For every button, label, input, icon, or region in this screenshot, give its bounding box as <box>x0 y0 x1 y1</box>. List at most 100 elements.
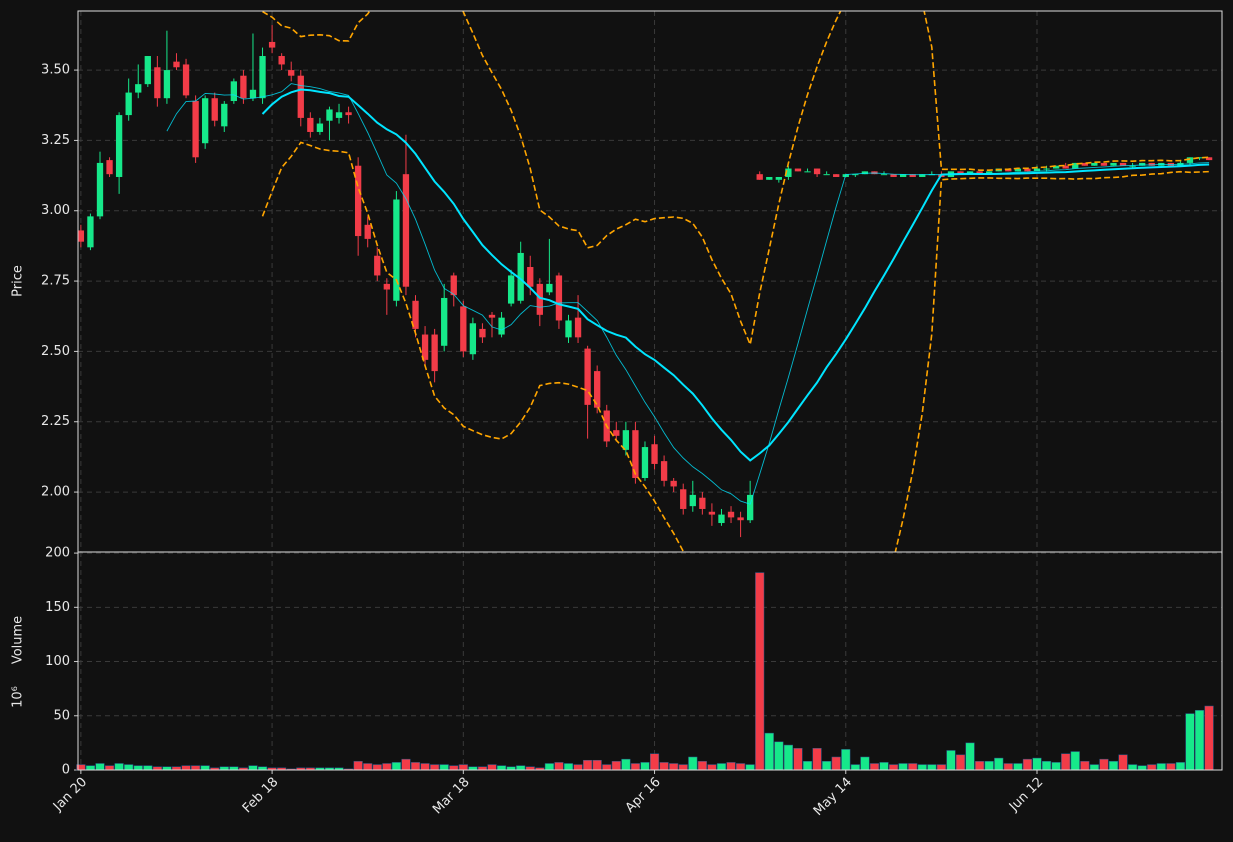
volume-bar <box>1147 764 1157 771</box>
candle-body <box>651 444 658 464</box>
y-tick-label: 150 <box>45 600 70 615</box>
candle-body <box>1033 168 1041 172</box>
bollinger-lower <box>261 141 1210 552</box>
candle-body <box>746 494 754 521</box>
candle-body <box>574 317 582 338</box>
volume-bar <box>850 764 860 771</box>
volume-bar <box>200 765 210 771</box>
volume-bar <box>181 765 191 771</box>
volume-bar <box>1118 754 1128 771</box>
volume-bar <box>487 764 497 771</box>
volume-bar <box>602 764 612 771</box>
y-tick-label: 50 <box>53 708 70 723</box>
candles <box>78 11 1213 552</box>
candle-body <box>986 171 993 175</box>
candle-body <box>880 174 888 176</box>
volume-bar <box>353 761 363 771</box>
volume-bar <box>927 764 937 771</box>
volume-bar <box>898 763 908 771</box>
candle-body <box>297 75 304 118</box>
candle-body <box>115 115 123 177</box>
volume-bar <box>1032 757 1042 771</box>
candle-body <box>125 92 132 116</box>
candle-body <box>1139 162 1146 166</box>
bollinger-upper <box>262 11 1210 348</box>
volume-bar <box>248 765 258 771</box>
volume-bar <box>1194 710 1205 771</box>
volume-bar <box>649 753 660 771</box>
volume-bar <box>382 763 392 771</box>
candle-body <box>1119 162 1127 166</box>
volume-bar <box>401 758 411 771</box>
y-tick-label: 2.50 <box>41 344 70 359</box>
volume-bar <box>1061 753 1071 771</box>
candle-body <box>1014 168 1022 172</box>
y-tick-label: 0 <box>62 763 70 778</box>
y-tick-label: 2.00 <box>41 485 70 500</box>
candle-body <box>288 70 295 76</box>
candle-body <box>1129 165 1136 167</box>
candle-body <box>202 98 209 144</box>
volume-bar <box>439 764 449 771</box>
candle-body <box>354 165 362 237</box>
candle-body <box>469 323 477 355</box>
candle-body <box>1043 168 1050 170</box>
volume-bar <box>812 748 822 771</box>
volume-panel-frame <box>77 551 1223 771</box>
candle-body <box>450 275 457 296</box>
volume-bar <box>191 765 201 771</box>
candle-body <box>680 489 687 509</box>
volume-bar <box>802 761 813 771</box>
candle-body <box>966 171 974 175</box>
volume-bar <box>458 764 468 771</box>
volume-bar <box>955 754 966 771</box>
volume-bar <box>1185 713 1195 771</box>
candle-body <box>240 75 247 99</box>
volume-bar <box>133 765 143 771</box>
candle-body <box>268 41 276 48</box>
candle-body <box>1081 162 1088 166</box>
volume-bar <box>869 763 880 771</box>
candle-body <box>737 517 744 521</box>
candle-body <box>135 84 142 93</box>
volume-bar <box>936 764 946 771</box>
candle-body <box>383 283 390 290</box>
candle-body <box>833 174 840 177</box>
candle-body <box>1091 162 1098 166</box>
candle-body <box>326 109 333 121</box>
volume-axis-label: Volume <box>11 616 26 664</box>
volume-bar <box>1051 762 1061 771</box>
candle-body <box>727 511 735 518</box>
volume-bar <box>1137 765 1147 771</box>
volume-bar <box>630 763 640 771</box>
volume-bar <box>410 762 421 771</box>
candle-body <box>345 112 352 116</box>
candle-body <box>1205 157 1213 161</box>
candle-body <box>1100 162 1108 166</box>
volume-bar <box>621 758 631 771</box>
volume-bar <box>879 762 889 771</box>
candle-body <box>249 89 257 99</box>
volume-bar <box>640 762 650 771</box>
candle-body <box>1186 157 1194 163</box>
candle-body <box>421 334 429 360</box>
volume-bar <box>1175 762 1185 771</box>
candle-body <box>278 56 285 65</box>
y-tick-label: 100 <box>45 654 70 669</box>
price-axis-label: Price <box>11 265 26 297</box>
candle-body <box>699 497 706 509</box>
candle-body <box>689 494 696 507</box>
candle-body <box>909 174 916 177</box>
candle-body <box>1148 162 1155 166</box>
volume-bar <box>563 763 574 771</box>
volume-bar <box>104 765 115 771</box>
y-tick-label: 3.25 <box>41 133 70 148</box>
candle-body <box>78 230 85 242</box>
volume-bar <box>726 762 736 771</box>
volume-bar <box>372 764 382 771</box>
candle-body <box>163 70 171 99</box>
candle-body <box>393 199 400 301</box>
volume-bar <box>841 749 851 771</box>
